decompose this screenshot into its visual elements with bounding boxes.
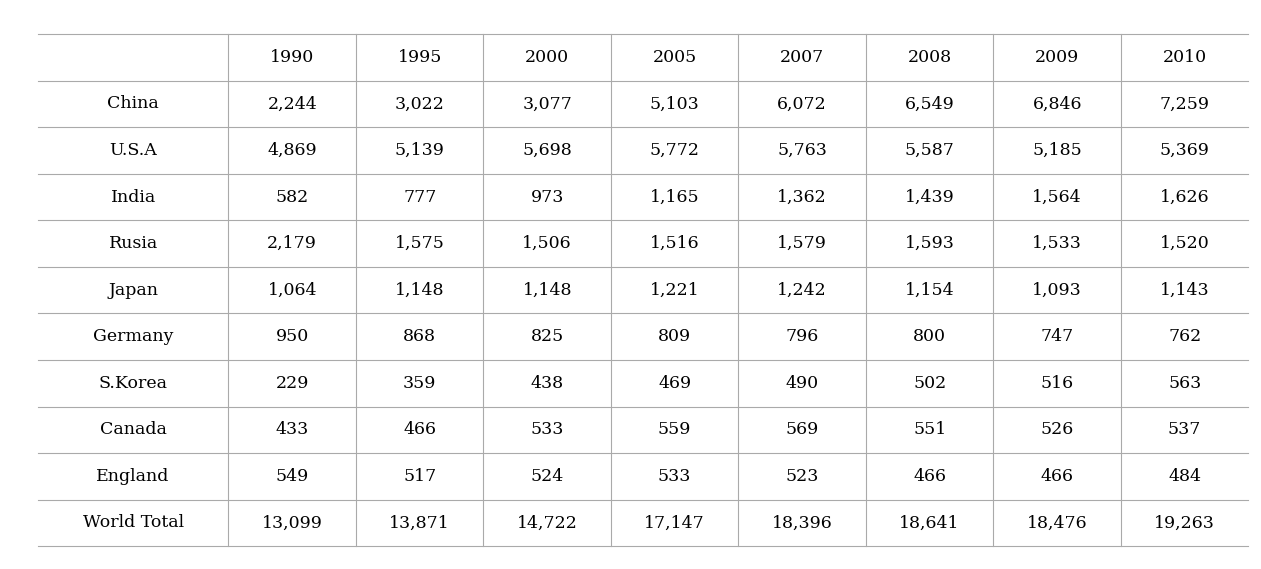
Text: 582: 582 <box>276 188 309 205</box>
Text: 6,846: 6,846 <box>1033 96 1082 113</box>
Text: 1,506: 1,506 <box>522 235 572 252</box>
Text: 18,396: 18,396 <box>772 514 832 531</box>
Text: 13,099: 13,099 <box>262 514 323 531</box>
Text: 14,722: 14,722 <box>517 514 578 531</box>
Text: 1,148: 1,148 <box>522 282 572 299</box>
Text: 17,147: 17,147 <box>644 514 705 531</box>
Text: 1,516: 1,516 <box>649 235 700 252</box>
Text: England: England <box>96 468 170 485</box>
Text: Japan: Japan <box>108 282 158 299</box>
Text: 466: 466 <box>1040 468 1073 485</box>
Text: 5,369: 5,369 <box>1160 142 1209 159</box>
Text: 762: 762 <box>1168 328 1202 345</box>
Text: China: China <box>107 96 159 113</box>
Text: S.Korea: S.Korea <box>98 375 168 392</box>
Text: 950: 950 <box>276 328 309 345</box>
Text: 229: 229 <box>275 375 309 392</box>
Text: 466: 466 <box>404 422 436 438</box>
Text: 502: 502 <box>913 375 946 392</box>
Text: 438: 438 <box>531 375 564 392</box>
Text: 1,579: 1,579 <box>777 235 827 252</box>
Text: 5,185: 5,185 <box>1033 142 1082 159</box>
Text: 5,772: 5,772 <box>649 142 700 159</box>
Text: 5,698: 5,698 <box>522 142 572 159</box>
Text: 796: 796 <box>786 328 818 345</box>
Text: 18,476: 18,476 <box>1026 514 1087 531</box>
Text: 825: 825 <box>531 328 564 345</box>
Text: 484: 484 <box>1168 468 1202 485</box>
Text: 5,763: 5,763 <box>777 142 827 159</box>
Text: 359: 359 <box>404 375 436 392</box>
Text: 1,533: 1,533 <box>1033 235 1082 252</box>
Text: 1,221: 1,221 <box>649 282 700 299</box>
Text: 559: 559 <box>658 422 691 438</box>
Text: 2,179: 2,179 <box>267 235 318 252</box>
Text: 777: 777 <box>404 188 436 205</box>
Text: 563: 563 <box>1168 375 1202 392</box>
Text: 516: 516 <box>1040 375 1073 392</box>
Text: 5,103: 5,103 <box>649 96 700 113</box>
Text: 1,626: 1,626 <box>1160 188 1209 205</box>
Text: 3,022: 3,022 <box>395 96 445 113</box>
Text: 1,093: 1,093 <box>1033 282 1082 299</box>
Text: 1,593: 1,593 <box>904 235 955 252</box>
Text: 523: 523 <box>786 468 818 485</box>
Text: 1,242: 1,242 <box>777 282 827 299</box>
Text: 517: 517 <box>404 468 436 485</box>
Text: 466: 466 <box>913 468 946 485</box>
Text: Canada: Canada <box>100 422 166 438</box>
Text: 13,871: 13,871 <box>390 514 450 531</box>
Text: 4,869: 4,869 <box>267 142 317 159</box>
Text: 2,244: 2,244 <box>267 96 317 113</box>
Text: Germany: Germany <box>93 328 174 345</box>
Text: 19,263: 19,263 <box>1154 514 1216 531</box>
Text: 1,064: 1,064 <box>267 282 317 299</box>
Text: 2010: 2010 <box>1163 49 1207 66</box>
Text: Rusia: Rusia <box>108 235 158 252</box>
Text: 1,564: 1,564 <box>1033 188 1082 205</box>
Text: India: India <box>111 188 156 205</box>
Text: 868: 868 <box>404 328 436 345</box>
Text: 1,148: 1,148 <box>395 282 444 299</box>
Text: 549: 549 <box>276 468 309 485</box>
Text: World Total: World Total <box>82 514 184 531</box>
Text: 551: 551 <box>913 422 946 438</box>
Text: 2000: 2000 <box>525 49 569 66</box>
Text: 800: 800 <box>913 328 946 345</box>
Text: 18,641: 18,641 <box>899 514 960 531</box>
Text: 6,072: 6,072 <box>777 96 827 113</box>
Text: 433: 433 <box>276 422 309 438</box>
Text: 526: 526 <box>1040 422 1074 438</box>
Text: 747: 747 <box>1040 328 1074 345</box>
Text: 2009: 2009 <box>1035 49 1079 66</box>
Text: 1990: 1990 <box>270 49 314 66</box>
Text: 1995: 1995 <box>397 49 441 66</box>
Text: 1,439: 1,439 <box>905 188 955 205</box>
Text: 1,143: 1,143 <box>1160 282 1209 299</box>
Text: 1,520: 1,520 <box>1160 235 1209 252</box>
Text: 1,154: 1,154 <box>905 282 955 299</box>
Text: 6,549: 6,549 <box>905 96 955 113</box>
Text: 5,139: 5,139 <box>395 142 445 159</box>
Text: 537: 537 <box>1168 422 1202 438</box>
Text: U.S.A: U.S.A <box>110 142 158 159</box>
Text: 533: 533 <box>658 468 691 485</box>
Text: 973: 973 <box>531 188 564 205</box>
Text: 569: 569 <box>786 422 818 438</box>
Text: 5,587: 5,587 <box>904 142 955 159</box>
Text: 533: 533 <box>531 422 564 438</box>
Text: 469: 469 <box>658 375 691 392</box>
Text: 3,077: 3,077 <box>522 96 572 113</box>
Text: 490: 490 <box>786 375 818 392</box>
Text: 2008: 2008 <box>908 49 952 66</box>
Text: 1,165: 1,165 <box>649 188 700 205</box>
Text: 524: 524 <box>531 468 564 485</box>
Text: 809: 809 <box>658 328 691 345</box>
Text: 2007: 2007 <box>781 49 825 66</box>
Text: 7,259: 7,259 <box>1160 96 1209 113</box>
Text: 1,362: 1,362 <box>777 188 827 205</box>
Text: 2005: 2005 <box>652 49 697 66</box>
Text: 1,575: 1,575 <box>395 235 445 252</box>
